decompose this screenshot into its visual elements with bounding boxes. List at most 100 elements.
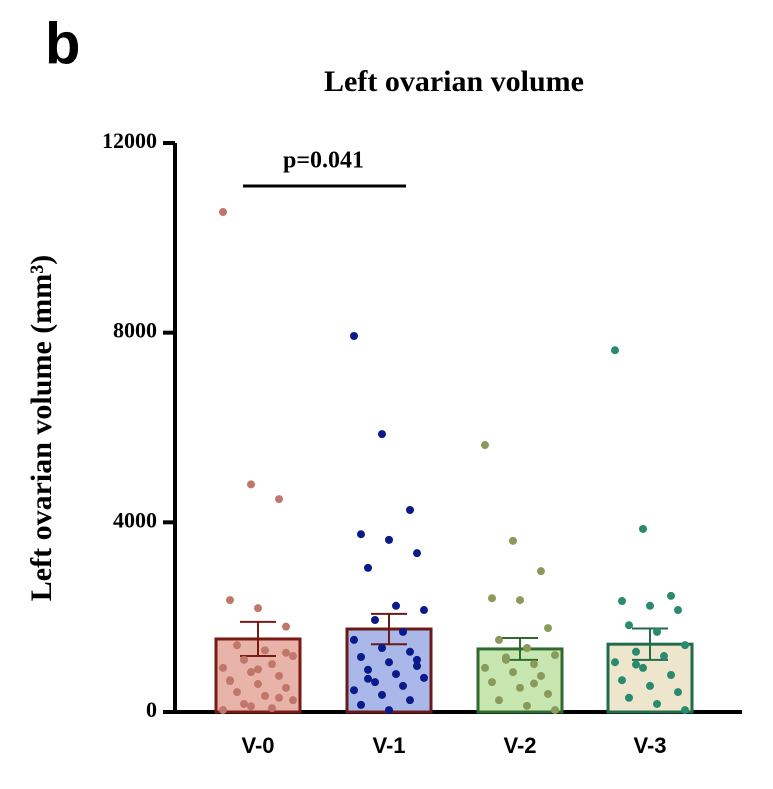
x-tick-label: V-3	[633, 733, 666, 758]
data-point	[282, 683, 290, 692]
data-point	[420, 673, 428, 682]
data-point	[618, 597, 626, 606]
data-point	[233, 641, 241, 650]
data-point	[247, 702, 255, 711]
data-point	[653, 627, 661, 636]
x-tick-label: V-0	[241, 733, 274, 758]
data-point	[364, 563, 372, 572]
data-point	[639, 524, 647, 533]
data-point	[275, 671, 283, 680]
data-point	[219, 706, 227, 715]
data-point	[481, 441, 489, 450]
data-point	[378, 643, 386, 652]
data-point	[413, 655, 421, 664]
data-point	[537, 671, 545, 680]
y-tick-label: 8000	[113, 318, 157, 343]
data-point	[233, 688, 241, 697]
data-point	[502, 653, 510, 662]
data-point	[611, 346, 619, 355]
data-point	[268, 704, 276, 713]
data-point	[268, 660, 276, 669]
data-point	[516, 596, 524, 605]
data-point	[399, 681, 407, 690]
data-point	[219, 207, 227, 216]
data-point	[254, 665, 262, 674]
data-point	[488, 678, 496, 687]
data-point	[653, 699, 661, 708]
data-point	[509, 668, 517, 677]
data-point	[282, 648, 290, 657]
data-point	[289, 696, 297, 705]
data-point	[357, 700, 365, 709]
data-point	[289, 652, 297, 661]
data-point	[516, 683, 524, 692]
data-point	[667, 671, 675, 680]
data-point	[226, 677, 234, 686]
data-point	[488, 594, 496, 603]
data-point	[406, 696, 414, 705]
data-point	[357, 530, 365, 539]
data-point	[378, 430, 386, 439]
data-point	[350, 635, 358, 644]
data-point	[413, 549, 421, 558]
data-point	[385, 706, 393, 715]
panel-label: b	[45, 11, 80, 76]
data-point	[254, 680, 262, 689]
data-point	[219, 663, 227, 672]
data-point	[226, 596, 234, 605]
y-tick-label: 4000	[113, 507, 157, 532]
data-point	[495, 696, 503, 705]
data-point	[392, 601, 400, 610]
data-point	[625, 693, 633, 702]
data-point	[495, 635, 503, 644]
data-point	[282, 622, 290, 631]
data-point	[350, 686, 358, 695]
data-point	[275, 495, 283, 504]
data-point	[523, 643, 531, 652]
data-point	[350, 331, 358, 340]
data-point	[674, 606, 682, 615]
y-axis-label: Left ovarian volume (mm³)	[25, 255, 58, 601]
data-point	[413, 662, 421, 671]
data-point	[385, 658, 393, 667]
data-point	[240, 699, 248, 708]
significance-label: p=0.041	[283, 148, 364, 174]
data-point	[632, 660, 640, 669]
data-point	[544, 624, 552, 633]
data-point	[681, 706, 689, 715]
data-point	[625, 621, 633, 630]
data-point	[639, 663, 647, 672]
data-point	[378, 690, 386, 699]
data-point	[509, 536, 517, 545]
data-point	[646, 601, 654, 610]
data-point	[406, 647, 414, 656]
y-tick-label: 12000	[102, 128, 157, 153]
x-tick-label: V-2	[503, 733, 536, 758]
chart-title: Left ovarian volume	[324, 65, 584, 98]
data-point	[399, 627, 407, 636]
x-tick-label: V-1	[372, 733, 405, 758]
data-point	[481, 663, 489, 672]
data-point	[544, 689, 552, 698]
data-point	[247, 668, 255, 677]
data-point	[551, 651, 559, 660]
data-point	[392, 670, 400, 679]
data-point	[551, 706, 559, 715]
data-point	[247, 480, 255, 489]
data-point	[667, 591, 675, 600]
data-point	[371, 678, 379, 687]
y-tick-label: 0	[146, 697, 157, 722]
data-point	[385, 535, 393, 544]
data-point	[275, 693, 283, 702]
data-point	[364, 674, 372, 683]
data-point	[674, 688, 682, 697]
data-point	[420, 606, 428, 615]
data-point	[618, 676, 626, 685]
data-point	[523, 701, 531, 710]
data-point	[254, 604, 262, 613]
data-point	[681, 641, 689, 650]
data-point	[261, 691, 269, 700]
data-point	[632, 647, 640, 656]
data-point	[240, 655, 248, 664]
